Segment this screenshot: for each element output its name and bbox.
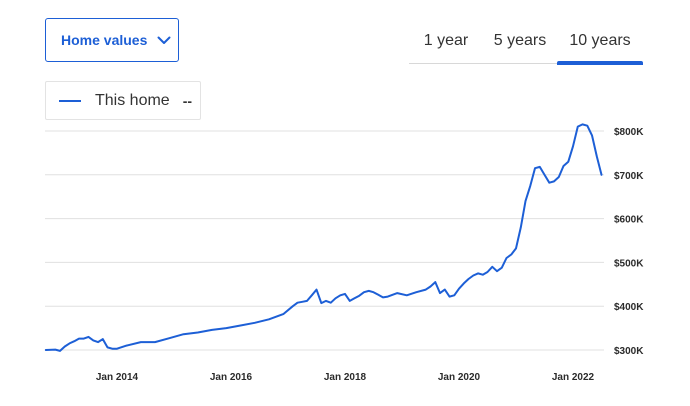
tab-1-year[interactable]: 1 year [409, 18, 483, 63]
tab-label: 5 years [493, 31, 547, 49]
legend-series-name: This home [95, 91, 170, 109]
x-tick-label: Jan 2014 [96, 372, 139, 383]
y-tick-label: $700K [614, 171, 644, 182]
y-tick-label: $500K [614, 258, 644, 269]
y-tick-label: $400K [614, 302, 644, 313]
x-tick-label: Jan 2016 [210, 372, 253, 383]
time-range-tabs: 1 year 5 years 10 years [409, 18, 643, 65]
y-tick-label: $600K [614, 215, 644, 226]
dropdown-label: Home values [61, 32, 148, 48]
home-values-dropdown[interactable]: Home values [45, 18, 179, 62]
tab-5-years[interactable]: 5 years [483, 18, 557, 63]
legend-line-swatch [59, 99, 81, 102]
chart-legend: This home -- [45, 81, 201, 120]
grid-lines [45, 130, 604, 351]
x-tick-label: Jan 2020 [438, 372, 481, 383]
y-axis-ticks: $300K $400K $500K $600K $700K $800K [614, 127, 644, 357]
y-tick-label: $300K [614, 346, 644, 357]
legend-series-value: -- [182, 92, 193, 109]
tab-label: 1 year [423, 31, 469, 49]
x-axis-ticks: Jan 2014 Jan 2016 Jan 2018 Jan 2020 Jan 2022 [96, 372, 595, 383]
series-line-this-home [44, 123, 603, 352]
series-lines [44, 123, 603, 352]
chevron-down-icon [157, 36, 171, 44]
y-tick-label: $800K [614, 127, 644, 138]
x-tick-label: Jan 2018 [324, 372, 367, 383]
x-tick-label: Jan 2022 [552, 372, 595, 383]
tab-label: 10 years [569, 31, 631, 49]
tab-10-years[interactable]: 10 years [557, 18, 643, 65]
